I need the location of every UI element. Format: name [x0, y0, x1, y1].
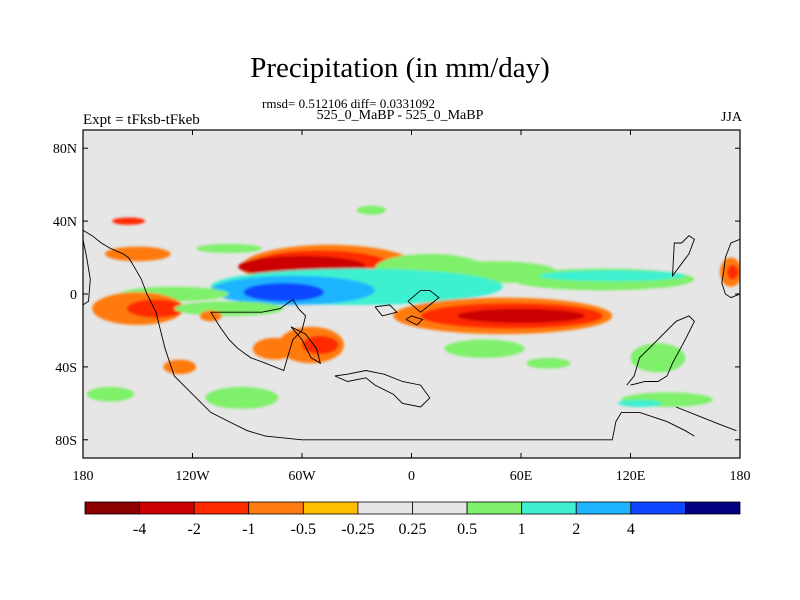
- coastline: [405, 315, 424, 326]
- anomaly-region: [617, 399, 662, 407]
- x-tick-label: 0: [408, 469, 415, 484]
- anomaly-region: [630, 343, 686, 373]
- colorbar-swatch: [685, 501, 741, 515]
- anomaly-region: [444, 339, 525, 358]
- coastline: [675, 406, 737, 432]
- anomaly-region: [205, 386, 279, 409]
- x-tick-label: 60W: [288, 469, 316, 484]
- anomaly-region: [252, 337, 297, 360]
- colorbar-label: -2: [188, 521, 201, 538]
- coastline: [334, 370, 431, 408]
- colorbar-swatch: [466, 501, 523, 515]
- colorbar-label: 4: [627, 521, 635, 538]
- experiment-label: Expt = tFksb-tFkeb: [83, 112, 200, 128]
- coastline: [721, 238, 740, 299]
- y-tick-label: 40N: [53, 215, 77, 230]
- coastline: [83, 229, 266, 437]
- chart-subtitle: 525_0_MaBP - 525_0_MaBP: [316, 108, 484, 123]
- colorbar-swatch: [412, 501, 468, 515]
- coastline: [407, 289, 440, 313]
- anomaly-region: [243, 283, 324, 302]
- x-tick-label: 120W: [175, 469, 210, 484]
- anomaly-region: [539, 270, 686, 282]
- colorbar-label: 2: [572, 521, 580, 538]
- x-tick-label: 60E: [510, 469, 533, 484]
- anomaly-region: [457, 308, 585, 324]
- anomaly-region: [199, 310, 222, 322]
- colorbar-swatch: [521, 501, 577, 515]
- coastline: [83, 239, 91, 306]
- season-label: JJA: [720, 110, 742, 125]
- anomaly-region: [86, 386, 135, 402]
- y-tick-label: 80N: [53, 142, 77, 157]
- anomaly-region: [302, 335, 339, 355]
- x-tick-label: 180: [730, 469, 751, 484]
- colorbar-swatch: [84, 501, 140, 515]
- colorbar-swatch: [248, 501, 304, 515]
- colorbar-swatch: [630, 501, 686, 515]
- colorbar-label: 0.25: [399, 521, 427, 538]
- coastline: [290, 326, 322, 365]
- colorbar-swatch: [193, 501, 250, 515]
- anomaly-region: [163, 359, 197, 375]
- colorbar-swatch: [302, 501, 359, 515]
- colorbar-label: -0.5: [291, 521, 316, 538]
- coastline: [626, 315, 695, 386]
- anomaly-region: [526, 357, 571, 369]
- chart-title: Precipitation (in mm/day): [250, 52, 550, 84]
- colorbar-swatch: [139, 501, 195, 515]
- colorbar-label: 1: [518, 521, 526, 538]
- colorbar-label: 0.5: [457, 521, 477, 538]
- anomaly-region: [196, 243, 262, 253]
- colorbar-swatch: [357, 501, 413, 515]
- anomaly-region: [356, 205, 386, 215]
- y-tick-label: 80S: [55, 434, 77, 449]
- colorbar-swatch: [575, 501, 632, 515]
- anomaly-region: [126, 299, 186, 318]
- coastline: [671, 235, 695, 278]
- coastline: [210, 298, 307, 372]
- stats-line: rmsd= 0.512106 diff= 0.0331092: [262, 96, 435, 111]
- y-tick-label: 40S: [55, 361, 77, 376]
- coastline: [265, 411, 695, 441]
- coastline: [374, 304, 398, 317]
- colorbar-label: -4: [133, 521, 146, 538]
- anomaly-region: [174, 301, 284, 316]
- x-tick-label: 180: [73, 469, 94, 484]
- anomaly-region: [727, 264, 739, 280]
- y-tick-label: 0: [70, 288, 77, 303]
- anomaly-region: [112, 217, 146, 225]
- anomaly-region: [104, 246, 171, 262]
- colorbar-label: -1: [242, 521, 255, 538]
- colorbar-label: -0.25: [341, 521, 374, 538]
- x-tick-label: 120E: [616, 469, 646, 484]
